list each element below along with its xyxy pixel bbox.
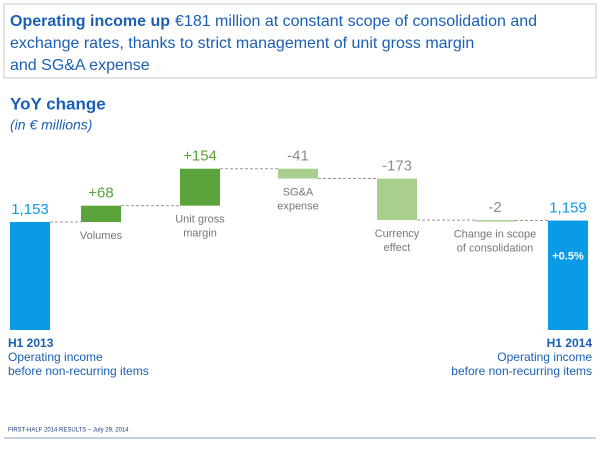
- category-label: before non-recurring items: [8, 364, 149, 378]
- category-label: Currency: [375, 228, 420, 240]
- value-label: -2: [488, 199, 501, 216]
- bar: [180, 168, 220, 206]
- slide-title: and SG&A expense: [10, 57, 150, 74]
- category-label: Operating income: [8, 350, 103, 364]
- category-label: Change in scope: [454, 228, 537, 240]
- value-label: -41: [287, 148, 309, 165]
- category-label: SG&A: [283, 186, 314, 198]
- category-label: margin: [183, 228, 217, 240]
- category-label: Unit gross: [175, 214, 225, 226]
- bar: [278, 168, 318, 179]
- chart-title: YoY change: [10, 94, 106, 113]
- value-label: 1,159: [549, 200, 587, 217]
- chart-subtitle: (in € millions): [10, 117, 92, 133]
- bar: [81, 205, 121, 222]
- slide-title: exchange rates, thanks to strict managem…: [10, 35, 474, 52]
- category-label: Volumes: [80, 230, 123, 242]
- title-box: [3, 3, 597, 79]
- category-label: Operating income: [497, 350, 592, 364]
- slide-title: Operating income up €181 million at const…: [10, 13, 537, 30]
- bar: [548, 220, 588, 330]
- category-label: H1 2013: [8, 336, 54, 350]
- bar: [377, 178, 417, 221]
- value-label: -173: [382, 158, 412, 175]
- value-label: 1,153: [11, 201, 49, 218]
- category-label: effect: [384, 242, 411, 254]
- category-label: H1 2014: [547, 336, 593, 350]
- value-label: +68: [88, 185, 113, 202]
- bar: [475, 220, 515, 222]
- category-label: before non-recurring items: [451, 364, 592, 378]
- footer: FIRST-HALF 2014 RESULTS – July 29, 2014: [8, 428, 129, 434]
- category-label: of consolidation: [457, 242, 533, 254]
- annotation: +0.5%: [552, 250, 584, 262]
- bar: [10, 222, 50, 330]
- value-label: +154: [183, 148, 217, 165]
- category-label: expense: [277, 200, 319, 212]
